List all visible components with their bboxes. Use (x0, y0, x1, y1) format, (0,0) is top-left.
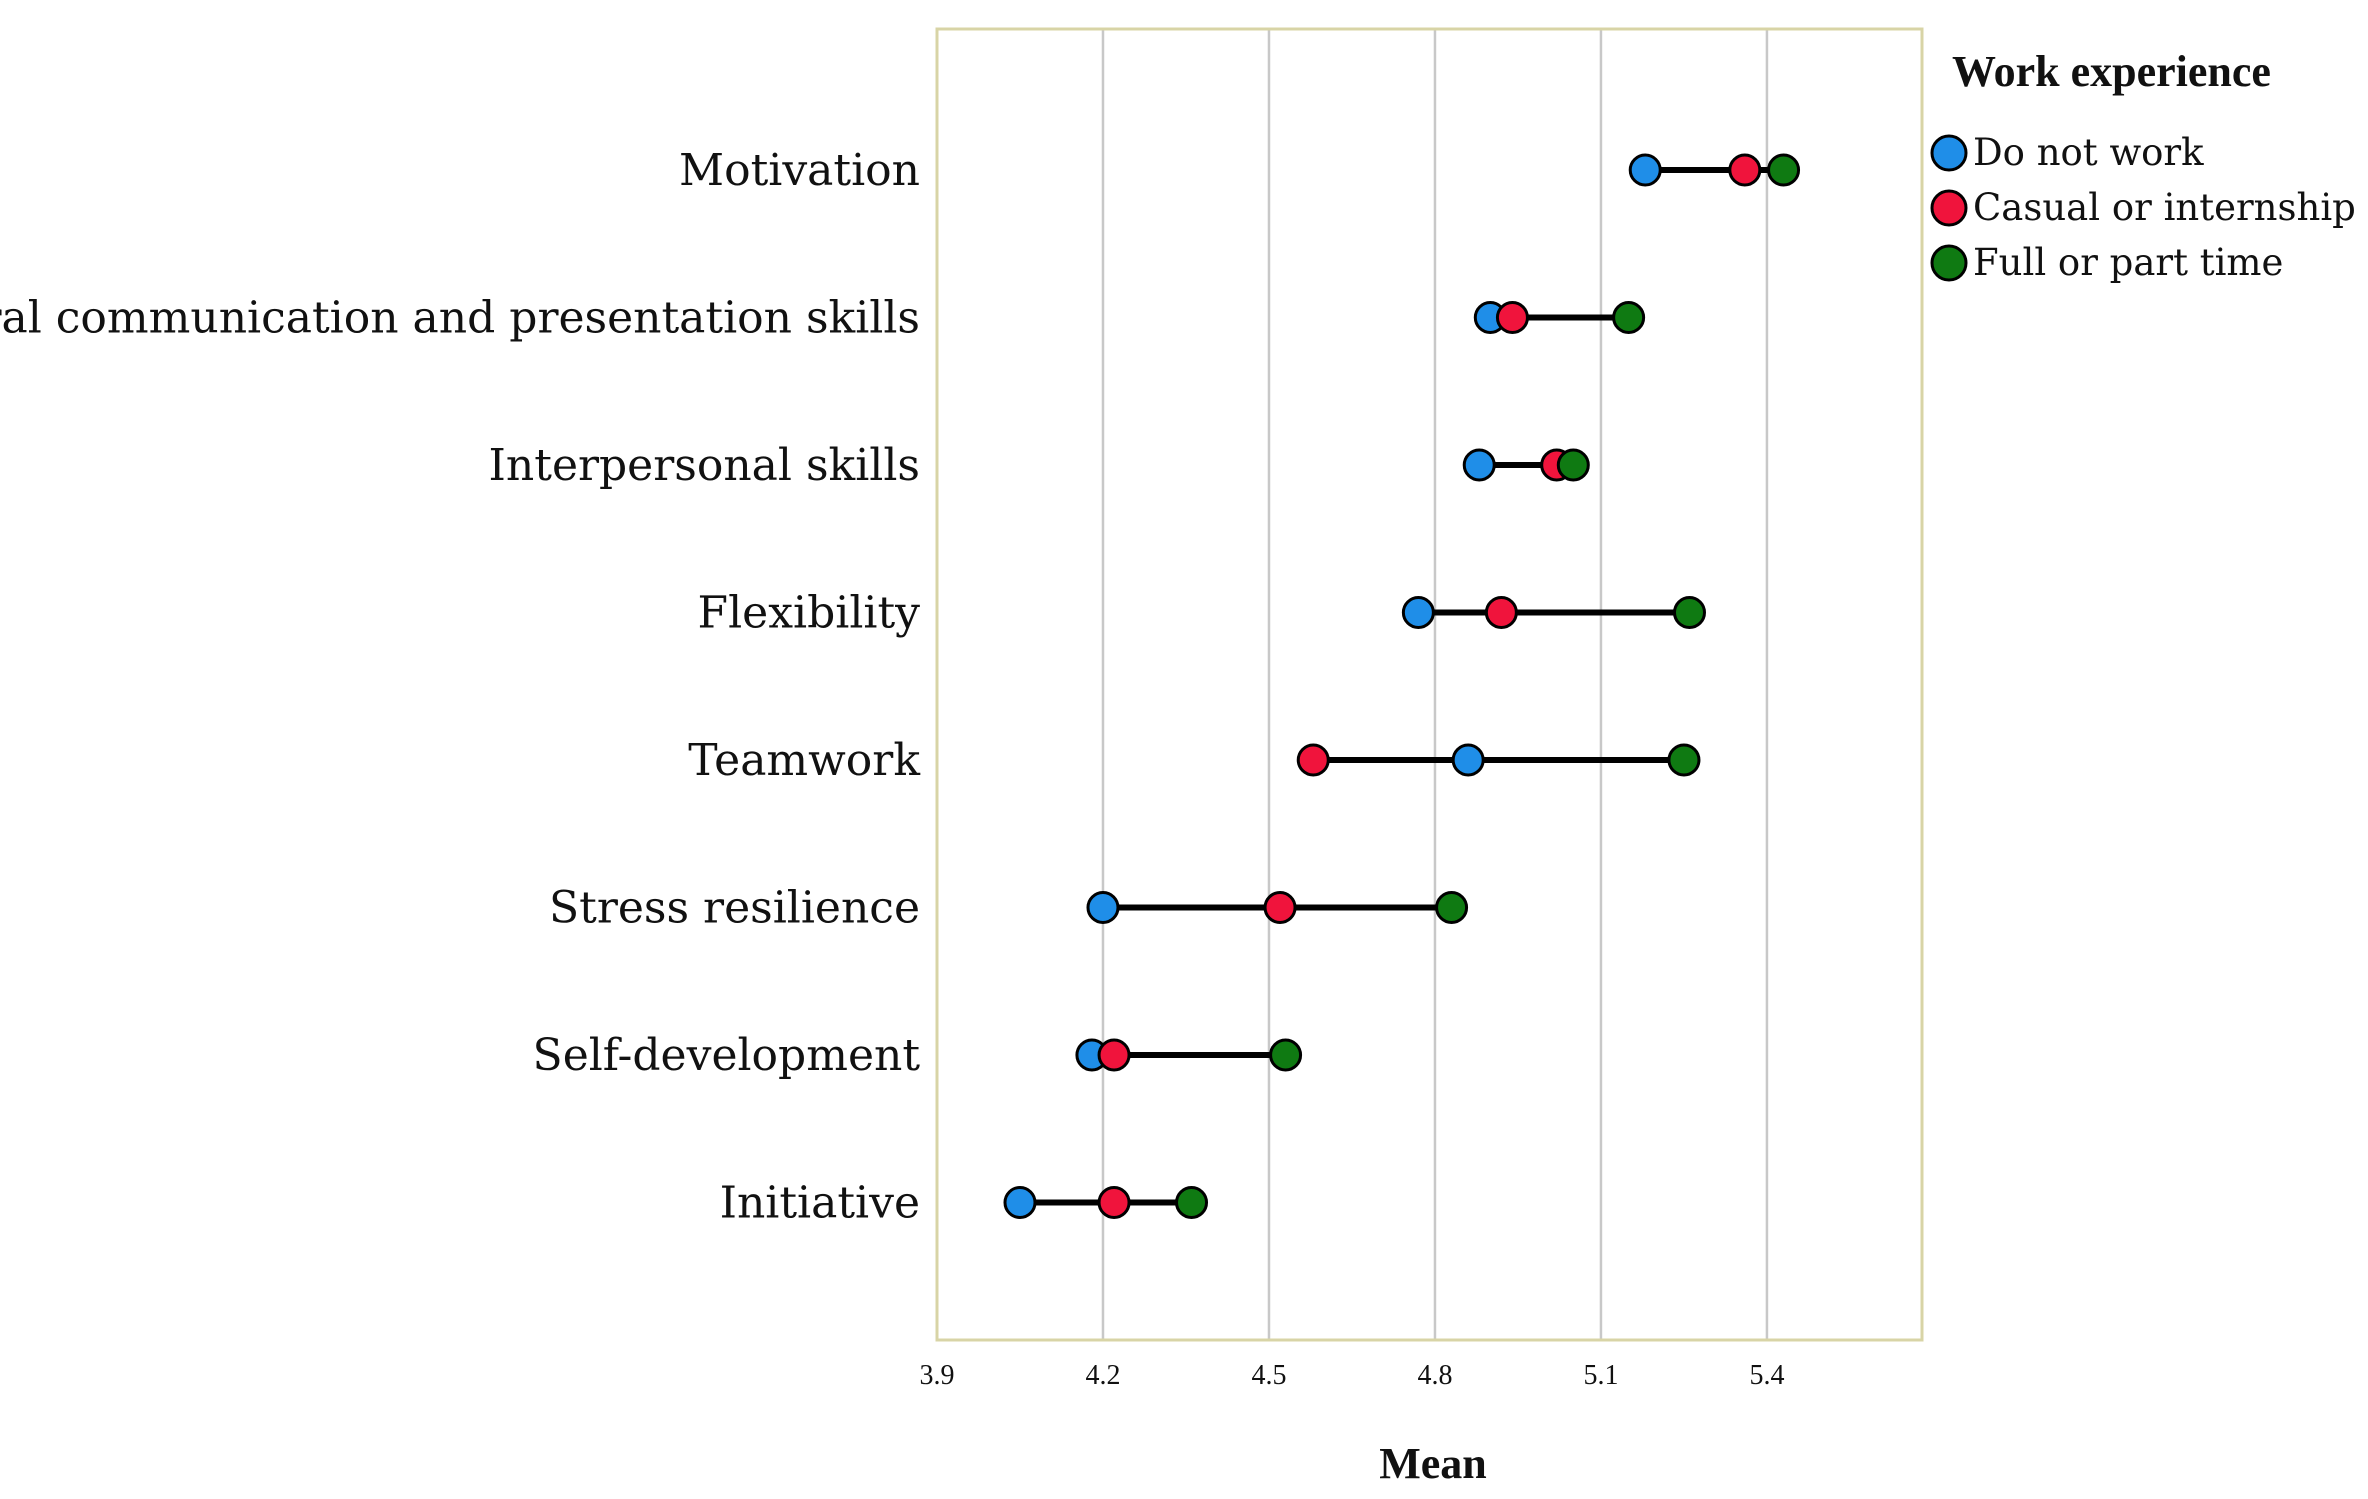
data-point (1086, 891, 1120, 924)
legend-marker (1930, 189, 1968, 227)
data-point (1728, 153, 1762, 187)
category-label: Motivation (679, 145, 920, 196)
category-label: Interpersonal skills (489, 440, 920, 491)
category-label: Teamwork (688, 735, 920, 786)
data-point (1667, 743, 1701, 777)
data-point (1296, 743, 1330, 777)
category-label: Self-development (533, 1030, 921, 1081)
x-tick-label: 5.4 (1749, 1360, 1784, 1391)
category-label: Initiative (720, 1178, 920, 1229)
data-point (1462, 448, 1496, 482)
x-tick-label: 5.1 (1583, 1360, 1618, 1391)
legend-label: Casual or internship (1973, 186, 2356, 229)
gridlines (1101, 29, 1769, 1340)
data-point (1401, 596, 1435, 629)
data-point (1003, 1186, 1037, 1219)
data-point (1612, 301, 1646, 334)
data-point (1263, 891, 1297, 924)
data-point (1269, 1038, 1303, 1072)
x-axis-title: Mean (1379, 1439, 1487, 1488)
data-point (1484, 596, 1518, 629)
legend: Work experience Do not work Casual or int… (1930, 47, 2356, 284)
data-point (1767, 153, 1801, 187)
x-tick-labels: 3.9 4.2 4.5 4.8 5.1 5.4 (920, 1360, 1785, 1391)
x-tick-label: 4.8 (1417, 1360, 1452, 1391)
plot-background (937, 29, 1922, 1340)
data-points (1003, 153, 1801, 1219)
data-point (1175, 1186, 1209, 1219)
category-label: Oral communication and presentation skil… (0, 293, 920, 344)
x-tick-label: 4.5 (1251, 1360, 1286, 1391)
category-label: Flexibility (698, 588, 921, 639)
data-point (1672, 596, 1706, 629)
data-point (1435, 891, 1469, 924)
legend-marker (1930, 134, 1968, 172)
data-point (1628, 153, 1662, 187)
category-labels: Motivation Oral communication and present… (0, 145, 920, 1229)
data-point (1556, 448, 1590, 482)
data-point (1495, 301, 1529, 334)
legend-label: Full or part time (1973, 241, 2283, 284)
data-point (1097, 1186, 1131, 1219)
legend-marker (1930, 244, 1968, 282)
category-label: Stress resilience (549, 883, 920, 934)
x-tick-label: 3.9 (920, 1360, 955, 1391)
legend-title: Work experience (1952, 47, 2271, 96)
data-point (1097, 1038, 1131, 1072)
plot-frame (935, 27, 1924, 1342)
legend-label: Do not work (1973, 131, 2204, 174)
x-tick-label: 4.2 (1085, 1360, 1120, 1391)
data-point (1451, 743, 1485, 777)
